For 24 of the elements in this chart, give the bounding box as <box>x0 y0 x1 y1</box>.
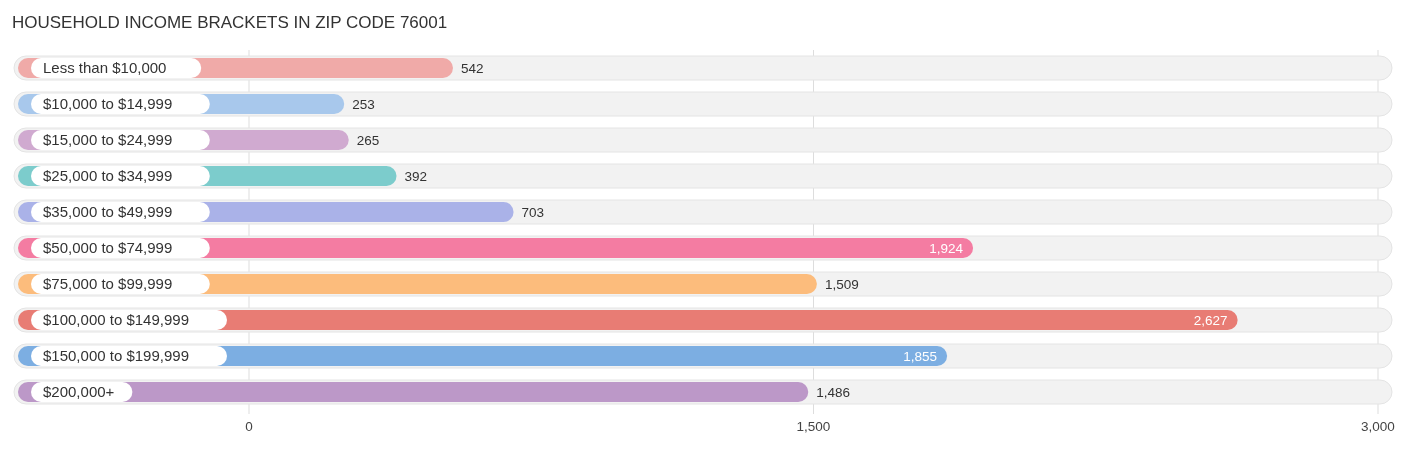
data-label: 1,924 <box>929 241 964 256</box>
y-tick-label: $10,000 to $14,999 <box>43 95 173 112</box>
y-tick-label: $200,000+ <box>43 383 115 400</box>
y-tick-label: $75,000 to $99,999 <box>43 275 173 292</box>
data-label: 2,627 <box>1193 313 1228 328</box>
data-label: 392 <box>404 169 428 184</box>
x-tick-label: 3,000 <box>1361 419 1395 434</box>
x-tick-label: 1,500 <box>796 419 831 434</box>
data-label: 703 <box>521 205 545 220</box>
y-tick-label: Less than $10,000 <box>43 59 167 76</box>
y-tick-label: $15,000 to $24,999 <box>43 131 173 148</box>
chart-title: HOUSEHOLD INCOME BRACKETS IN ZIP CODE 76001 <box>12 13 448 32</box>
data-label: 1,486 <box>816 385 851 400</box>
data-label: 265 <box>356 133 380 148</box>
y-tick-label: $100,000 to $149,999 <box>43 311 189 328</box>
y-tick-label: $150,000 to $199,999 <box>43 347 189 364</box>
data-label: 1,855 <box>903 349 938 364</box>
x-tick-label: 0 <box>245 419 253 434</box>
y-tick-label: $25,000 to $34,999 <box>43 167 173 184</box>
data-label: 542 <box>460 61 484 76</box>
y-tick-label: $50,000 to $74,999 <box>43 239 173 256</box>
data-label: 1,509 <box>824 277 859 292</box>
data-label: 253 <box>352 97 375 112</box>
y-tick-label: $35,000 to $49,999 <box>43 203 173 220</box>
